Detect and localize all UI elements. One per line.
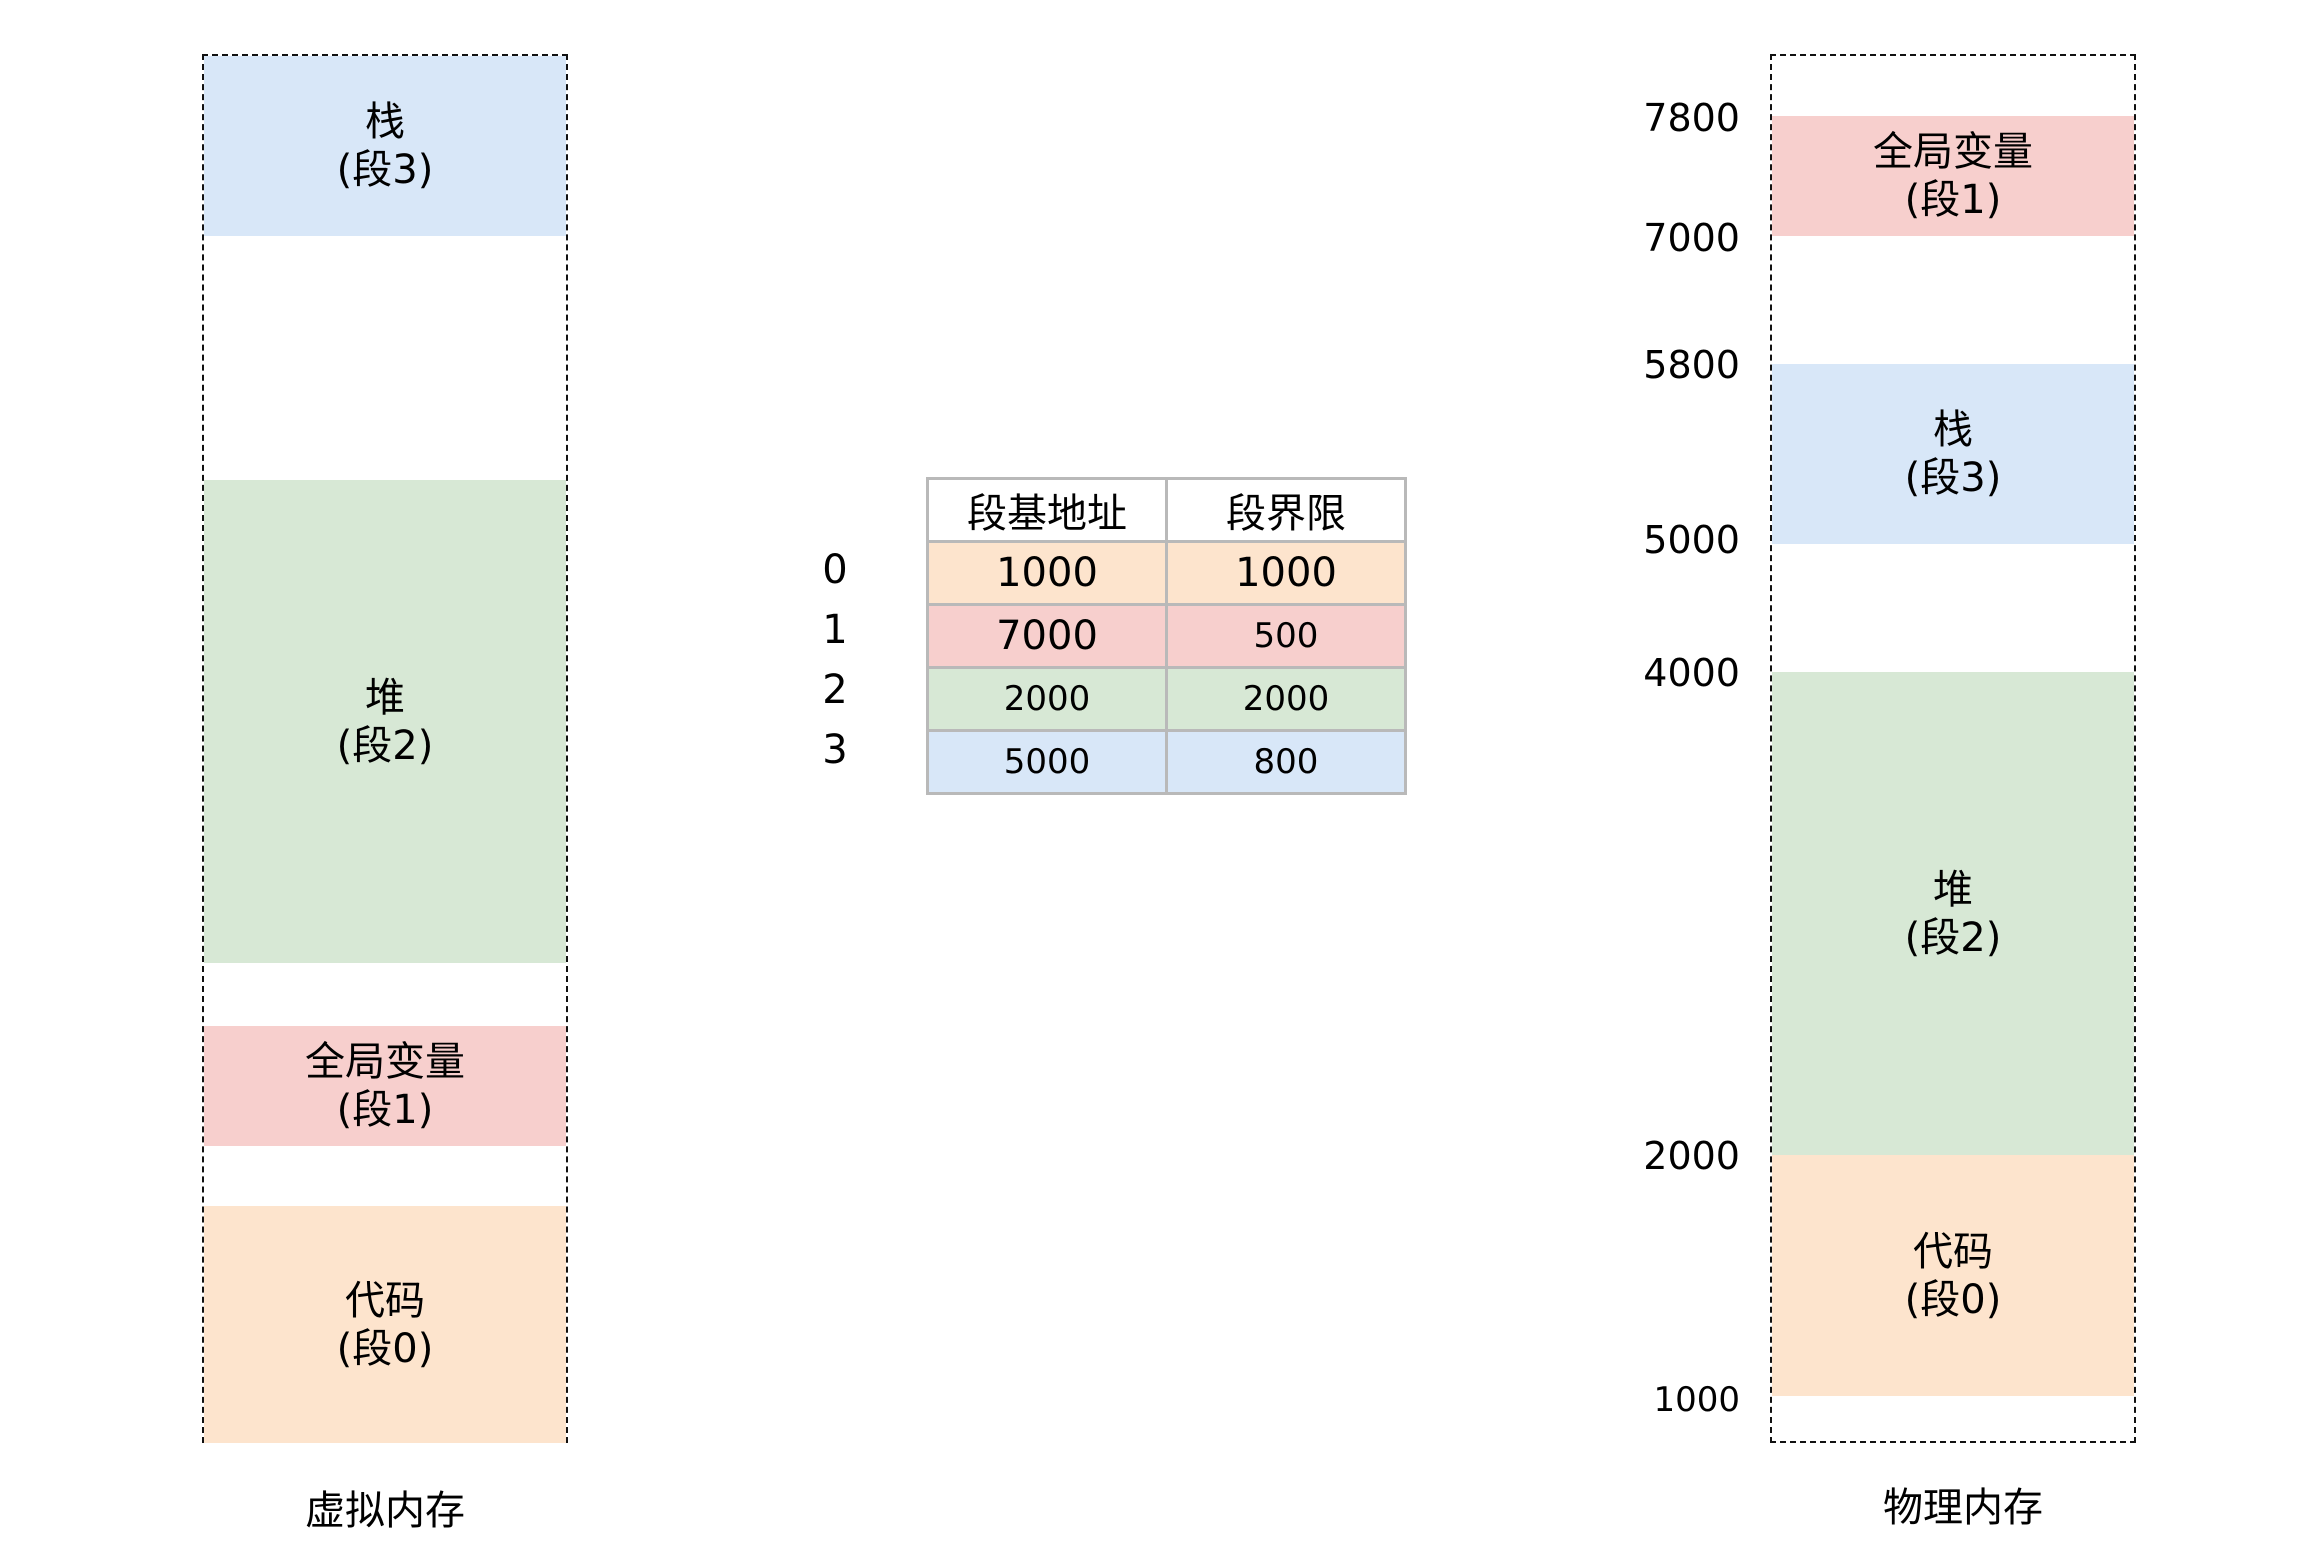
- segment-label: (段1): [336, 1087, 434, 1133]
- virtual-memory-box: 栈 (段3) 堆 (段2) 全局变量 (段1) 代码 (段0): [202, 54, 568, 1443]
- address-label: 4000: [1643, 651, 1740, 695]
- cell-base: 7000: [926, 603, 1168, 669]
- address-label: 7000: [1643, 216, 1740, 260]
- segment-label: (段3): [1904, 455, 2002, 501]
- segment-name: 全局变量: [305, 1039, 465, 1085]
- address-label: 5800: [1643, 343, 1740, 387]
- virtual-segment-code: 代码 (段0): [204, 1206, 566, 1443]
- segment-label: (段2): [336, 722, 434, 769]
- segment-name: 栈: [365, 99, 405, 145]
- table-row-index: 1: [822, 607, 848, 653]
- segment-name: 代码: [345, 1277, 425, 1324]
- physical-memory-box: 全局变量 (段1) 栈 (段3) 堆 (段2) 代码 (段0): [1770, 54, 2136, 1443]
- virtual-memory-caption: 虚拟内存: [305, 1488, 465, 1534]
- segment-name: 栈: [1933, 407, 1973, 453]
- segment-label: (段1): [1904, 177, 2002, 223]
- virtual-segment-stack: 栈 (段3): [204, 56, 566, 236]
- physical-segment-global: 全局变量 (段1): [1772, 116, 2134, 236]
- cell-base: 5000: [926, 729, 1168, 795]
- table-header-row: 段基地址 段界限: [926, 477, 1407, 543]
- cell-base: 2000: [926, 666, 1168, 732]
- segment-table: 段基地址 段界限 1000 1000 7000 500 2000 2000 50…: [926, 477, 1407, 795]
- virtual-segment-heap: 堆 (段2): [204, 480, 566, 963]
- segment-label: (段0): [336, 1325, 434, 1372]
- table-row: 2000 2000: [926, 666, 1407, 732]
- virtual-segment-global: 全局变量 (段1): [204, 1026, 566, 1146]
- table-row-index: 3: [822, 727, 848, 773]
- address-label: 1000: [1653, 1380, 1740, 1420]
- segment-name: 代码: [1913, 1228, 1993, 1275]
- table-row: 1000 1000: [926, 540, 1407, 606]
- segment-name: 堆: [365, 674, 405, 721]
- cell-limit: 500: [1165, 603, 1407, 669]
- segment-label: (段0): [1904, 1276, 2002, 1323]
- segment-label: (段3): [336, 147, 434, 193]
- address-label: 5000: [1643, 518, 1740, 562]
- table-row: 5000 800: [926, 729, 1407, 795]
- cell-limit: 2000: [1165, 666, 1407, 732]
- segment-name: 堆: [1933, 866, 1973, 913]
- header-limit: 段界限: [1165, 477, 1407, 543]
- cell-limit: 800: [1165, 729, 1407, 795]
- address-label: 7800: [1643, 96, 1740, 140]
- physical-memory-caption: 物理内存: [1883, 1485, 2043, 1531]
- table-row-index: 2: [822, 667, 848, 713]
- cell-limit: 1000: [1165, 540, 1407, 606]
- header-base: 段基地址: [926, 477, 1168, 543]
- cell-base: 1000: [926, 540, 1168, 606]
- table-row: 7000 500: [926, 603, 1407, 669]
- segment-name: 全局变量: [1873, 129, 2033, 175]
- segment-label: (段2): [1904, 914, 2002, 961]
- physical-segment-heap: 堆 (段2): [1772, 672, 2134, 1155]
- address-label: 2000: [1643, 1134, 1740, 1178]
- table-row-index: 0: [822, 547, 848, 593]
- physical-segment-stack: 栈 (段3): [1772, 364, 2134, 544]
- physical-segment-code: 代码 (段0): [1772, 1155, 2134, 1396]
